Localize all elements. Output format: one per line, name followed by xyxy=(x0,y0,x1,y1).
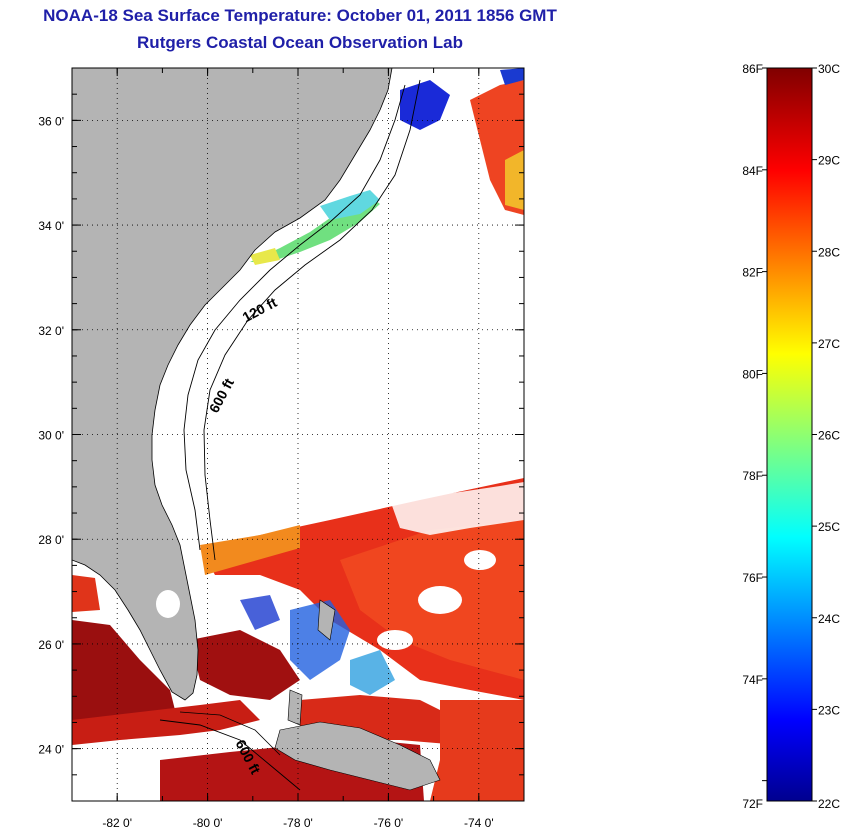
celsius-label: 23C xyxy=(818,703,840,717)
land-cuba xyxy=(274,721,441,791)
sst-west-orange xyxy=(72,575,100,612)
fahrenheit-label: 78F xyxy=(742,469,763,483)
sst-gulf-red xyxy=(72,700,260,745)
graticule xyxy=(72,68,524,801)
contour-south xyxy=(159,719,301,791)
map-subtitle: Rutgers Coastal Ocean Observation Lab xyxy=(137,33,463,52)
lat-tick-label: 36 0' xyxy=(38,114,64,128)
sst-northeast-orange xyxy=(505,150,524,210)
colorbar xyxy=(766,67,813,802)
sst-swath-orange-edge xyxy=(200,525,300,575)
celsius-label: 30C xyxy=(818,62,840,76)
sst-southeast-red xyxy=(430,700,524,801)
fahrenheit-label: 82F xyxy=(742,266,763,280)
lon-tick-label: -80 0' xyxy=(193,816,223,830)
lat-tick-label: 28 0' xyxy=(38,533,64,547)
celsius-label: 25C xyxy=(818,520,840,534)
contour-south-inner xyxy=(179,711,281,756)
celsius-label: 22C xyxy=(818,797,840,811)
contour-120ft xyxy=(183,84,406,551)
celsius-label: 28C xyxy=(818,245,840,259)
fahrenheit-label: 80F xyxy=(742,367,763,381)
colorbar-labels: 30C 29C 28C 27C 26C 25C 24C 23C 22C 86F 84F 82F 80F 7… xyxy=(742,62,840,811)
lat-tick-label: 26 0' xyxy=(38,638,64,652)
sst-gulf-hot xyxy=(72,620,175,720)
sst-cool-fringe xyxy=(290,600,350,680)
cloud-gap xyxy=(418,586,462,614)
pamlico-sound xyxy=(378,75,400,150)
fahrenheit-label: 86F xyxy=(742,62,763,76)
cloud-gap xyxy=(377,630,413,650)
sst-nc-teal xyxy=(320,190,380,220)
fahrenheit-label: 74F xyxy=(742,673,763,687)
lat-tick-label: 24 0' xyxy=(38,743,64,757)
sst-cool-fringe xyxy=(240,595,280,630)
land-andros xyxy=(287,689,303,726)
lon-tick-label: -78 0' xyxy=(283,816,313,830)
sst-north-blue xyxy=(500,68,524,85)
land-bahamas xyxy=(317,599,336,641)
lon-tick-label: -74 0' xyxy=(464,816,494,830)
celsius-label: 27C xyxy=(818,337,840,351)
map-title: NOAA-18 Sea Surface Temperature: October… xyxy=(43,6,557,25)
fahrenheit-label: 76F xyxy=(742,571,763,585)
lon-tick-label: -76 0' xyxy=(374,816,404,830)
celsius-label: 29C xyxy=(818,154,840,168)
contour-600ft xyxy=(203,79,421,561)
lat-tick-label: 34 0' xyxy=(38,219,64,233)
fahrenheit-label: 72F xyxy=(742,797,763,811)
celsius-label: 24C xyxy=(818,612,840,626)
celsius-label: 26C xyxy=(818,429,840,443)
sst-nc-yellow xyxy=(250,248,280,265)
lat-tick-label: 32 0' xyxy=(38,324,64,338)
sst-keys-hot xyxy=(190,630,300,700)
lat-tick-label: 30 0' xyxy=(38,429,64,443)
cloud-gap xyxy=(390,482,524,535)
land-mass xyxy=(72,68,393,701)
sst-cool-fringe xyxy=(350,650,395,695)
lake-okeechobee xyxy=(156,590,180,618)
cloud-gap xyxy=(464,550,496,570)
lon-tick-label: -82 0' xyxy=(102,816,132,830)
fahrenheit-label: 84F xyxy=(742,164,763,178)
map-axes: -82 0' -80 0' -78 0' -76 0' -74 0' 36 0' 34 0'… xyxy=(38,67,525,830)
